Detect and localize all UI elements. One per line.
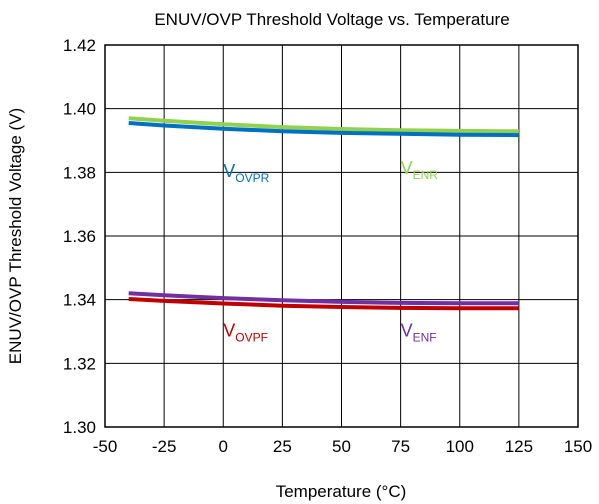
y-tick-label: 1.32 (63, 354, 96, 373)
x-tick-label: 25 (273, 437, 292, 456)
series-line-vovpr (128, 121, 519, 138)
series-labels: VENR VOVPR VENF VOVPF (223, 158, 438, 344)
y-axis-ticks: 1.30 1.32 1.34 1.36 1.38 1.40 1.42 (63, 36, 96, 437)
plot-area-border (104, 44, 579, 428)
series-label-vovpr: VOVPR (223, 161, 269, 185)
series-label-vovpf: VOVPF (223, 320, 268, 344)
x-tick-label: 100 (446, 437, 474, 456)
series-lines (128, 116, 519, 311)
x-tick-label: -25 (152, 437, 177, 456)
x-tick-label: 50 (332, 437, 351, 456)
x-axis-title: Temperature (°C) (276, 482, 407, 501)
chart-title: ENUV/OVP Threshold Voltage vs. Temperatu… (154, 10, 509, 29)
chart-grid (104, 44, 579, 428)
series-label-venr: VENR (401, 158, 439, 182)
x-tick-label: 0 (219, 437, 228, 456)
y-tick-label: 1.40 (63, 100, 96, 119)
y-tick-label: 1.42 (63, 36, 96, 55)
series-line-vovpf (128, 297, 519, 311)
x-tick-label: -50 (93, 437, 118, 456)
x-tick-label: 125 (505, 437, 533, 456)
y-tick-label: 1.30 (63, 418, 96, 437)
y-tick-label: 1.36 (63, 227, 96, 246)
y-tick-label: 1.34 (63, 291, 96, 310)
x-tick-label: 150 (564, 437, 592, 456)
series-label-venf: VENF (401, 320, 437, 344)
series-line-venf (128, 291, 519, 306)
x-axis-ticks: -50 -25 0 25 50 75 100 125 150 (93, 437, 592, 456)
y-axis-title: ENUV/OVP Threshold Voltage (V) (6, 108, 25, 364)
x-tick-label: 75 (391, 437, 410, 456)
y-tick-label: 1.38 (63, 163, 96, 182)
series-line-venr (128, 116, 519, 134)
